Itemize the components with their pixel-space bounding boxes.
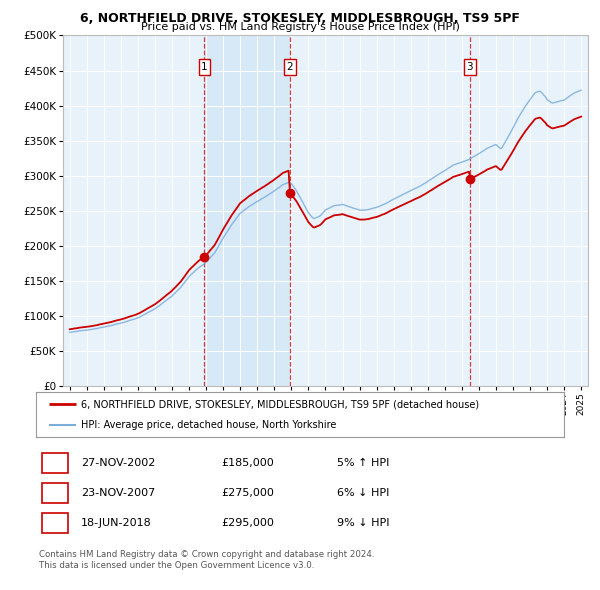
Text: 3: 3	[52, 516, 59, 529]
Text: Price paid vs. HM Land Registry's House Price Index (HPI): Price paid vs. HM Land Registry's House …	[140, 22, 460, 32]
Text: £295,000: £295,000	[221, 518, 274, 528]
FancyBboxPatch shape	[43, 453, 68, 473]
Text: 6, NORTHFIELD DRIVE, STOKESLEY, MIDDLESBROUGH, TS9 5PF (detached house): 6, NORTHFIELD DRIVE, STOKESLEY, MIDDLESB…	[81, 399, 479, 409]
Text: Contains HM Land Registry data © Crown copyright and database right 2024.: Contains HM Land Registry data © Crown c…	[39, 550, 374, 559]
Text: 2: 2	[286, 62, 293, 72]
Text: 23-NOV-2007: 23-NOV-2007	[81, 488, 155, 498]
Text: 27-NOV-2002: 27-NOV-2002	[81, 458, 155, 468]
Text: 9% ↓ HPI: 9% ↓ HPI	[337, 518, 389, 528]
FancyBboxPatch shape	[43, 483, 68, 503]
Text: 6, NORTHFIELD DRIVE, STOKESLEY, MIDDLESBROUGH, TS9 5PF: 6, NORTHFIELD DRIVE, STOKESLEY, MIDDLESB…	[80, 12, 520, 25]
Text: 18-JUN-2018: 18-JUN-2018	[81, 518, 152, 528]
Text: 5% ↑ HPI: 5% ↑ HPI	[337, 458, 389, 468]
Text: 1: 1	[51, 456, 59, 469]
Bar	[205, 35, 290, 386]
Text: This data is licensed under the Open Government Licence v3.0.: This data is licensed under the Open Gov…	[39, 560, 314, 569]
Text: 1: 1	[201, 62, 208, 72]
Text: 6% ↓ HPI: 6% ↓ HPI	[337, 488, 389, 498]
Text: 3: 3	[466, 62, 473, 72]
FancyBboxPatch shape	[43, 513, 68, 533]
Text: 2: 2	[51, 486, 59, 499]
Text: £275,000: £275,000	[221, 488, 274, 498]
Text: £185,000: £185,000	[221, 458, 274, 468]
Text: HPI: Average price, detached house, North Yorkshire: HPI: Average price, detached house, Nort…	[81, 419, 336, 430]
